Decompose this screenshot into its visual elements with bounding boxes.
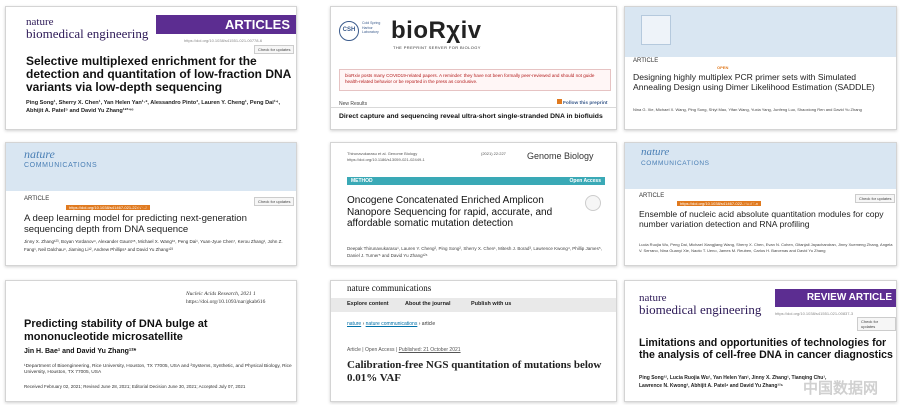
- watermark: 中国数据网: [803, 379, 879, 397]
- site-header: nature communications: [331, 281, 616, 295]
- doi-text: https://doi.org/10.1038/s41467-022-29487…: [677, 201, 761, 206]
- doi-text: https://doi.org/10.1038/s41551-021-00778…: [184, 38, 263, 43]
- journal-logo: nature biomedical engineering: [26, 16, 149, 41]
- journal-citation: Nucleic Acids Research, 2021 1: [186, 291, 256, 297]
- journal-name: Genome Biology: [527, 151, 594, 161]
- nav-explore-content[interactable]: Explore content: [347, 301, 389, 307]
- header-band: [625, 143, 896, 189]
- article-title[interactable]: Designing highly multiplex PCR primer se…: [633, 72, 875, 92]
- meta-citation: Thirunavukarasu et al. Genome Biology: [347, 151, 418, 156]
- meta-year: (2021) 22:227: [481, 151, 506, 156]
- meta-published: Published: 21 October 2021: [398, 347, 461, 353]
- article-meta: Article | Open Access | Published: 21 Oc…: [347, 347, 461, 353]
- tile-biorxiv-ssdna[interactable]: CSH Cold Spring Harbor Laboratory bioRχi…: [330, 6, 617, 130]
- tile-ncomms-calibration-free[interactable]: nature communications Explore content Ab…: [330, 280, 617, 402]
- tile-nar-dna-bulge[interactable]: Nucleic Acids Research, 2021 1 https://d…: [5, 280, 297, 402]
- method-banner: METHOD Open Access: [347, 177, 605, 185]
- rss-icon: [557, 99, 562, 104]
- biorxiv-logo[interactable]: bioRχiv: [391, 17, 482, 45]
- open-label: OPEN: [136, 205, 148, 210]
- open-label: OPEN: [717, 65, 729, 70]
- article-title[interactable]: Selective multiplexed enrichment for the…: [26, 54, 291, 94]
- header-band: [6, 143, 296, 191]
- tile-ncomms-deep-learning[interactable]: nature COMMUNICATIONS ARTICLE https://do…: [5, 142, 297, 266]
- breadcrumb: nature › nature communications › article: [347, 321, 436, 327]
- author-list: Lucia Ruojia Wu, Peng Dai, Michael Xiang…: [639, 242, 893, 253]
- check-for-updates-button[interactable]: Check for updates: [254, 197, 295, 206]
- divider: [331, 107, 616, 108]
- open-access-label: Open Access: [569, 178, 602, 184]
- journal-logo-icon: [641, 15, 671, 45]
- author-list: Ping Song¹², Lucia Ruojia Wu¹, Yan Helen…: [639, 375, 827, 389]
- tile-ncomms-ensemble[interactable]: nature COMMUNICATIONS ARTICLE https://do…: [624, 142, 897, 266]
- check-for-updates-icon[interactable]: [585, 195, 601, 211]
- article-label: ARTICLE: [639, 193, 665, 199]
- tile-genome-biology-onceanseq[interactable]: Thirunavukarasu et al. Genome Biology (2…: [330, 142, 617, 266]
- section-banner: REVIEW ARTICLE: [775, 289, 896, 307]
- nav-about-journal[interactable]: About the journal: [405, 301, 451, 307]
- site-nav: Explore content About the journal Publis…: [331, 298, 616, 312]
- csh-label: Cold Spring Harbor Laboratory: [362, 21, 381, 34]
- breadcrumb-ncomms[interactable]: nature communications: [365, 321, 418, 327]
- author-list: Nina G. Xie, Michael X. Wang, Ping Song,…: [633, 107, 862, 112]
- journal-subtitle: COMMUNICATIONS: [24, 162, 98, 169]
- received-dates: Received February 02, 2021; Revised June…: [24, 384, 246, 389]
- breadcrumb-nature[interactable]: nature: [347, 321, 362, 327]
- journal-logo: nature biomedical engineering: [639, 292, 762, 317]
- article-title[interactable]: Ensemble of nucleic acid absolute quanti…: [639, 209, 884, 229]
- article-title[interactable]: Predicting stability of DNA bulge at mon…: [24, 318, 208, 343]
- author-list: Ping Song¹, Sherry X. Chen¹, Yan Helen Y…: [26, 100, 281, 114]
- csh-logo-icon: CSH: [339, 21, 359, 41]
- check-for-updates-button[interactable]: Check for updates: [254, 45, 295, 54]
- meta-open-access: Open Access: [365, 347, 395, 353]
- journal-logo: nature: [24, 147, 55, 161]
- author-list: Deepak Thirunavukarasu¹, Lauren Y. Cheng…: [347, 246, 602, 258]
- breadcrumb-article: article: [421, 321, 436, 327]
- follow-preprint-link[interactable]: Follow this preprint: [557, 99, 608, 106]
- open-label: OPEN: [743, 201, 755, 206]
- article-title[interactable]: Oncogene Concatenated Enriched Amplicon …: [347, 195, 553, 229]
- journal-subtitle: COMMUNICATIONS: [641, 160, 710, 167]
- tile-ncomms-saddle[interactable]: ARTICLE OPEN Designing highly multiplex …: [624, 6, 897, 130]
- method-label: METHOD: [351, 178, 373, 184]
- tile-nbme-cfdna-review[interactable]: nature biomedical engineering REVIEW ART…: [624, 280, 897, 402]
- section-banner: ARTICLES: [156, 15, 296, 34]
- check-for-updates-button[interactable]: Check for updates: [857, 317, 896, 331]
- article-title[interactable]: Limitations and opportunities of technol…: [639, 337, 893, 361]
- article-label: ARTICLE: [24, 196, 50, 202]
- covid-notice: bioRxiv posts many COVID19-related paper…: [339, 69, 611, 91]
- doi-text: https://doi.org/10.1038/s41467-021-22497…: [66, 205, 151, 210]
- author-list: Jin H. Bae¹ and David Yu Zhang¹²*: [24, 348, 137, 355]
- meta-type: Article: [347, 347, 361, 353]
- tile-nbme-selective-enrichment[interactable]: nature biomedical engineering ARTICLES h…: [5, 6, 297, 130]
- nav-publish-with-us[interactable]: Publish with us: [471, 301, 512, 307]
- article-title[interactable]: Calibration-free NGS quantitation of mut…: [347, 359, 602, 384]
- affiliation-text: ¹Department of Bioengineering, Rice Univ…: [24, 364, 292, 375]
- journal-logo: nature: [641, 146, 670, 158]
- new-results-label: New Results: [339, 101, 368, 107]
- check-for-updates-button[interactable]: Check for updates: [855, 194, 896, 203]
- article-title[interactable]: A deep learning model for predicting nex…: [24, 213, 247, 235]
- site-brand[interactable]: nature communications: [347, 283, 432, 293]
- author-list: Jinny X. Zhang¹²³, Boyan Yordanov⁴, Alex…: [24, 239, 283, 252]
- article-title[interactable]: Direct capture and sequencing reveal ult…: [339, 113, 603, 120]
- article-label: ARTICLE: [633, 58, 659, 64]
- doi-text: https://doi.org/10.1093/nar/gkab616: [186, 299, 266, 305]
- doi-text: https://doi.org/10.1038/s41551-021-00837…: [775, 311, 854, 316]
- biorxiv-tagline: THE PREPRINT SERVER FOR BIOLOGY: [393, 45, 481, 50]
- biorxiv-logo-text: bioRχiv: [391, 17, 482, 44]
- meta-doi: https://doi.org/10.1186/s13059-021-02449…: [347, 157, 425, 162]
